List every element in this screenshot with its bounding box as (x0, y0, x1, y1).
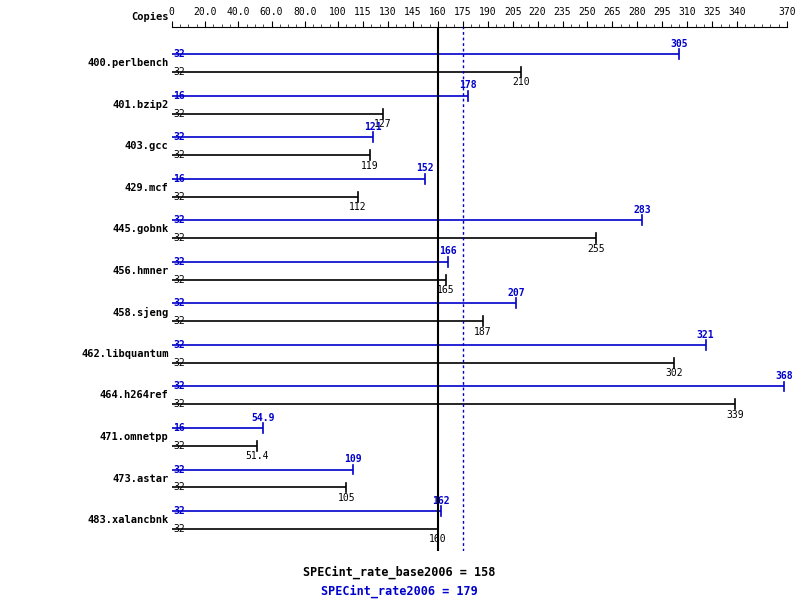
Text: 165: 165 (437, 285, 455, 295)
Text: 473.astar: 473.astar (113, 473, 169, 484)
Text: 16: 16 (173, 174, 185, 184)
Text: SPECint_rate_base2006 = 158: SPECint_rate_base2006 = 158 (304, 566, 495, 579)
Text: 321: 321 (697, 330, 714, 339)
Text: 32: 32 (173, 150, 185, 160)
Text: 32: 32 (173, 441, 185, 451)
Text: 339: 339 (726, 410, 745, 420)
Text: 32: 32 (173, 49, 185, 59)
Text: 464.h264ref: 464.h264ref (100, 390, 169, 401)
Text: 429.mcf: 429.mcf (125, 183, 169, 193)
Text: 121: 121 (364, 122, 382, 132)
Text: 210: 210 (512, 78, 530, 87)
Text: 403.gcc: 403.gcc (125, 141, 169, 152)
Text: 32: 32 (173, 316, 185, 327)
Text: 483.xalancbnk: 483.xalancbnk (87, 515, 169, 525)
Text: 32: 32 (173, 132, 185, 142)
Text: 32: 32 (173, 191, 185, 202)
Text: 178: 178 (459, 81, 476, 90)
Text: 51.4: 51.4 (245, 451, 269, 461)
Text: 32: 32 (173, 399, 185, 410)
Text: 32: 32 (173, 215, 185, 225)
Text: 105: 105 (337, 493, 356, 503)
Text: 32: 32 (173, 358, 185, 368)
Text: 368: 368 (775, 371, 793, 381)
Text: 32: 32 (173, 524, 185, 534)
Text: 109: 109 (344, 454, 362, 464)
Text: 32: 32 (173, 506, 185, 516)
Text: 162: 162 (432, 496, 450, 506)
Text: 400.perlbench: 400.perlbench (87, 58, 169, 68)
Text: 255: 255 (587, 244, 605, 254)
Text: 32: 32 (173, 257, 185, 267)
Text: 32: 32 (173, 382, 185, 391)
Text: 32: 32 (173, 465, 185, 474)
Text: 445.gobnk: 445.gobnk (113, 224, 169, 235)
Text: 32: 32 (173, 108, 185, 119)
Text: SPECint_rate2006 = 179: SPECint_rate2006 = 179 (321, 584, 478, 598)
Text: 16: 16 (173, 91, 185, 101)
Text: 112: 112 (349, 202, 367, 212)
Text: 456.hmner: 456.hmner (113, 266, 169, 276)
Text: 302: 302 (665, 368, 683, 378)
Text: 32: 32 (173, 67, 185, 77)
Text: 152: 152 (415, 164, 433, 173)
Text: 471.omnetpp: 471.omnetpp (100, 432, 169, 442)
Text: 305: 305 (670, 39, 688, 49)
Text: 127: 127 (374, 119, 392, 129)
Text: 32: 32 (173, 275, 185, 285)
Text: 54.9: 54.9 (252, 413, 275, 422)
Text: 32: 32 (173, 340, 185, 350)
Text: 32: 32 (173, 233, 185, 243)
Text: 187: 187 (474, 327, 491, 337)
Text: 283: 283 (634, 205, 651, 215)
Text: Copies: Copies (131, 12, 169, 22)
Text: 160: 160 (429, 534, 447, 544)
Text: 16: 16 (173, 423, 185, 433)
Text: 462.libquantum: 462.libquantum (81, 349, 169, 359)
Text: 401.bzip2: 401.bzip2 (113, 99, 169, 110)
Text: 119: 119 (361, 161, 379, 170)
Text: 32: 32 (173, 482, 185, 493)
Text: 32: 32 (173, 298, 185, 308)
Text: 458.sjeng: 458.sjeng (113, 307, 169, 318)
Text: 166: 166 (439, 247, 456, 256)
Text: 207: 207 (507, 288, 525, 298)
